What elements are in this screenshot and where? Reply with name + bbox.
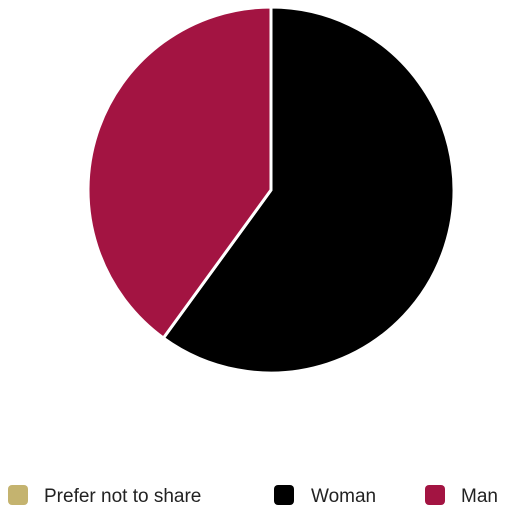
legend-item-man[interactable]: Man [425,485,498,507]
legend-swatch-man [425,485,445,505]
pie-slices [86,5,456,375]
legend-label-woman: Woman [311,486,376,507]
legend-label-man: Man [461,486,498,507]
pie-slice-man[interactable] [86,5,273,340]
legend-item-woman[interactable]: Woman [274,485,376,507]
pie-slice-woman[interactable] [161,5,456,375]
legend-swatch-prefer-not-to-share [8,485,28,505]
legend: Prefer not to share Woman Man [8,485,498,507]
legend-label-prefer-not-to-share: Prefer not to share [44,486,201,507]
legend-swatch-woman [274,485,294,505]
legend-item-prefer-not-to-share[interactable]: Prefer not to share [8,485,201,507]
